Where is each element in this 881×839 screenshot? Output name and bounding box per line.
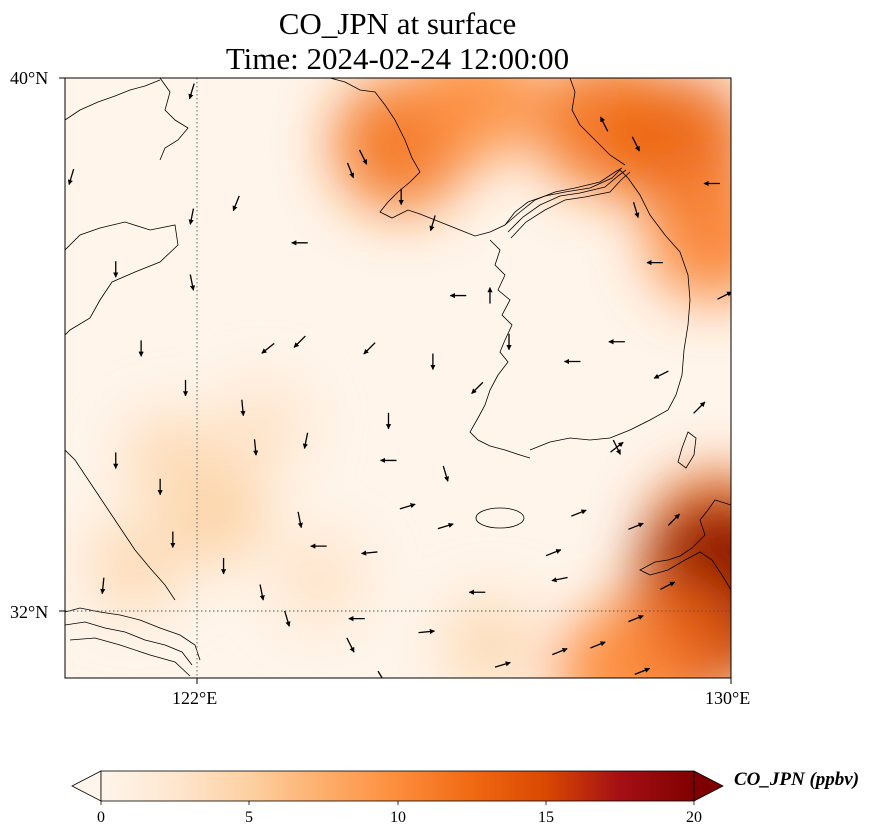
coastline-china-south (65, 449, 176, 601)
lat-label-32: 32°N (10, 602, 49, 622)
colorbar-tick-20: 20 (686, 809, 702, 826)
wind-arrow (240, 399, 246, 417)
colorbar-tick-15: 15 (538, 809, 554, 826)
concentration-blob (414, 78, 541, 161)
coastline-korea-west (469, 239, 531, 459)
wind-arrow (188, 208, 195, 225)
wind-arrow (377, 670, 383, 678)
wind-arrow (100, 577, 106, 595)
wind-arrow (653, 370, 669, 379)
wind-arrow (471, 381, 484, 395)
coastline-bohai (65, 79, 161, 121)
coastline-kyushu (639, 499, 731, 591)
wind-arrow (259, 584, 265, 601)
wind-arrow (634, 667, 651, 675)
concentration-blob (553, 608, 680, 678)
concentration-blob (646, 170, 731, 302)
wind-arrow (552, 647, 568, 656)
wind-arrow (612, 439, 621, 455)
map-title: CO_JPN at surface (278, 6, 517, 41)
wind-arrow (293, 335, 306, 348)
wind-arrow (628, 615, 644, 623)
coastlines (65, 78, 731, 677)
tsushima-island (677, 431, 697, 469)
wind-arrow (429, 215, 436, 232)
wind-arrow (358, 149, 368, 165)
concentration-blob (273, 533, 365, 625)
wind-arrow (667, 513, 681, 526)
plot-frame (64, 77, 732, 679)
colorbar-extend-min (71, 770, 102, 802)
wind-arrow (346, 162, 355, 179)
wind-arrow (599, 116, 609, 132)
wind-arrow (632, 202, 640, 219)
wind-arrow (442, 465, 450, 482)
wind-arrow (188, 83, 195, 100)
wind-arrow (302, 432, 309, 449)
wind-arrow (67, 169, 75, 186)
axis-ticks (59, 77, 732, 684)
wind-arrow (693, 401, 706, 414)
colorbar-body (100, 770, 695, 802)
wind-arrow (297, 511, 303, 529)
coastline-east (569, 78, 626, 166)
coastline-liaodong (159, 78, 189, 161)
colorbar-tick-0: 0 (97, 809, 105, 826)
yangtze-estuary (65, 607, 201, 661)
lon-label-130: 130°E (705, 688, 751, 708)
wind-arrow (590, 641, 606, 649)
wind-arrow (363, 342, 376, 355)
wind-arrow (717, 291, 731, 300)
wind-vectors (67, 83, 731, 678)
wind-arrow (253, 439, 259, 456)
wind-arrow (551, 576, 568, 583)
colorbar-tick-10: 10 (390, 809, 406, 826)
wind-arrow (284, 610, 291, 627)
concentration-blob (86, 517, 183, 614)
wind-arrow (261, 342, 275, 354)
gridlines (65, 78, 731, 678)
wind-arrow (631, 136, 641, 152)
wind-arrow (189, 274, 196, 291)
concentration-blob (124, 412, 221, 509)
concentration-blob (216, 381, 308, 473)
map-subtitle-time: Time: 2024-02-24 12:00:00 (225, 41, 570, 76)
colorbar (71, 770, 724, 805)
colorbar-units-label: CO_JPN (ppbv) (734, 769, 860, 790)
wind-arrow (545, 549, 562, 557)
wind-arrow (360, 550, 378, 556)
wind-arrow (399, 503, 416, 510)
jeju-island (475, 507, 525, 529)
wind-arrow (494, 661, 511, 668)
wind-arrow (437, 522, 454, 530)
wind-arrow (628, 522, 644, 530)
lat-label-40: 40°N (10, 68, 49, 88)
lon-label-122: 122°E (172, 688, 218, 708)
wind-arrow (571, 509, 587, 517)
wind-arrow (660, 581, 676, 590)
heatmap-layer (65, 78, 731, 678)
wind-arrow (418, 628, 436, 635)
colorbar-tick-5: 5 (245, 809, 253, 826)
coastline-china-north (65, 221, 179, 336)
wind-arrow (232, 195, 240, 212)
concentration-blob (441, 597, 538, 678)
colorbar-extend-max (693, 770, 724, 802)
coastline-yalu (504, 167, 623, 226)
wind-arrow (346, 637, 355, 653)
